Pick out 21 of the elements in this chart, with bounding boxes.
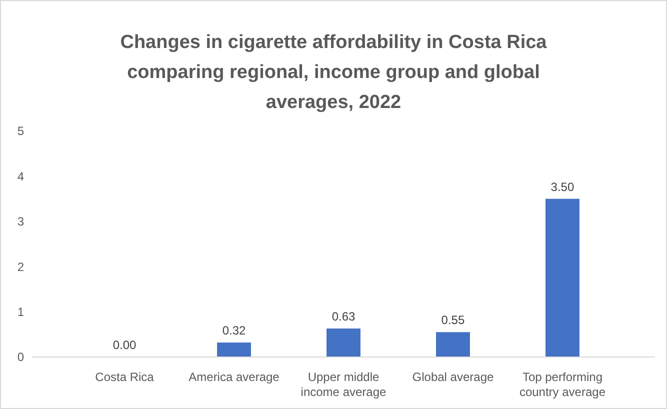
- bar: [217, 342, 251, 357]
- data-label: 0.55: [441, 313, 465, 328]
- y-tick-label: 3: [17, 214, 24, 229]
- data-label: 0.00: [112, 338, 137, 352]
- x-tick-label: America average: [188, 370, 280, 384]
- data-label: 0.63: [332, 310, 356, 324]
- x-tick-label: Upper middle income average: [300, 370, 387, 399]
- data-label: 3.50: [550, 180, 574, 194]
- bar: [436, 332, 470, 357]
- y-tick-label: 5: [17, 124, 24, 138]
- bar: [546, 198, 580, 357]
- bar: [326, 328, 360, 357]
- x-tick-label: Global average: [412, 370, 494, 384]
- data-label: 0.32: [222, 324, 246, 338]
- y-tick-label: 0: [17, 350, 24, 364]
- y-tick-label: 2: [17, 260, 24, 274]
- x-tick-label: Costa Rica: [95, 370, 154, 384]
- chart-title: Changes in cigarette affordability in Costa Rica comparing regional, income group and global averages, 2022: [120, 32, 548, 113]
- y-tick-label: 4: [17, 169, 24, 184]
- y-tick-label: 1: [17, 305, 24, 319]
- x-tick-label: Top performing country average: [519, 370, 606, 399]
